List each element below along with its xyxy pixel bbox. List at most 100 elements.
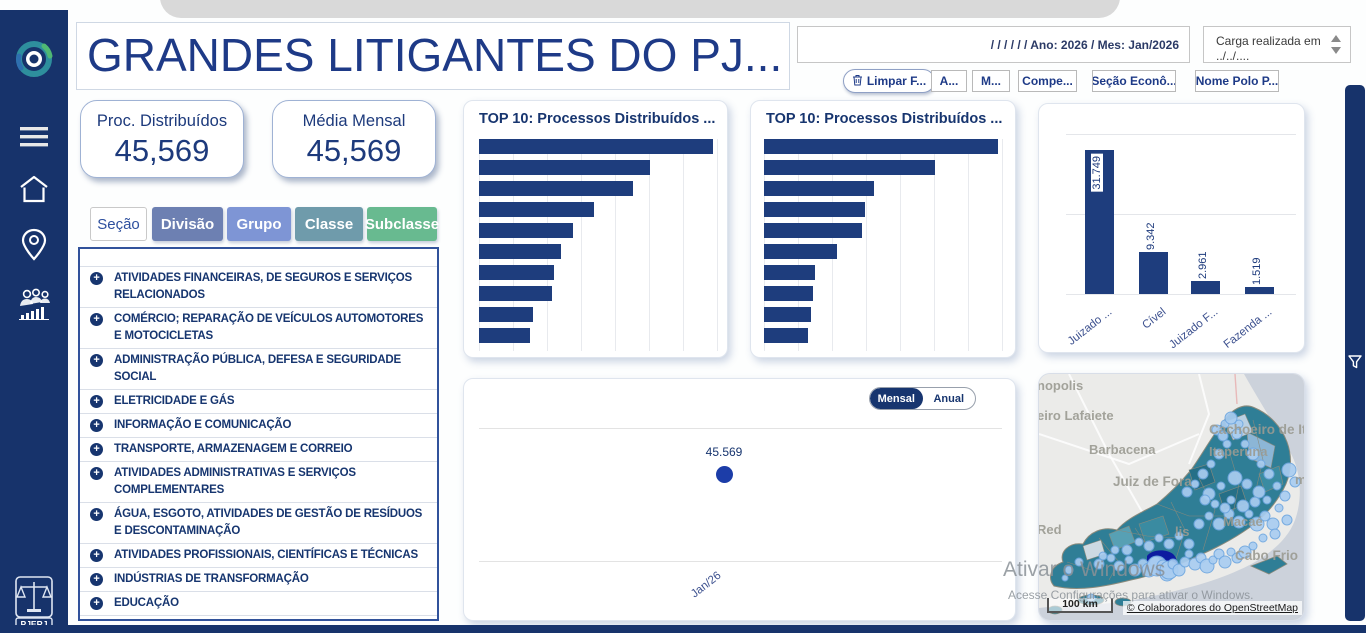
home-icon[interactable]: [0, 174, 68, 204]
map-bubble[interactable]: [1238, 545, 1252, 559]
filter-dropdown-button[interactable]: Compe...: [1018, 70, 1077, 92]
clear-filters-button[interactable]: Limpar F...: [843, 69, 935, 93]
list-item[interactable]: + ATIVIDADES ADMINISTRATIVAS E SERVIÇOS C…: [80, 462, 437, 503]
map-bubble[interactable]: [1210, 499, 1220, 509]
list-item[interactable]: + ADMINISTRAÇÃO PÚBLICA, DEFESA E SEGURID…: [80, 349, 437, 390]
map-bubble[interactable]: [1272, 481, 1282, 491]
map-bubble[interactable]: [1179, 556, 1191, 568]
map-bubble[interactable]: [1231, 552, 1243, 564]
bar[interactable]: [764, 307, 811, 322]
map-bubble[interactable]: [1274, 503, 1284, 513]
map-card[interactable]: nopolis eiro Lafaiete Barbacena Juiz de For…: [1038, 373, 1305, 621]
map-bubble[interactable]: [1193, 518, 1205, 530]
bar[interactable]: [764, 139, 998, 154]
map-bubble[interactable]: [1266, 517, 1280, 531]
filter-dropdown-button[interactable]: Nome Polo P...: [1195, 70, 1279, 92]
funnel-icon[interactable]: [1348, 355, 1362, 374]
map-bubble[interactable]: [1106, 553, 1116, 563]
list-item[interactable]: + ÁGUA, ESGOTO, ATIVIDADES DE GESTÃO DE R…: [80, 503, 437, 544]
list-item[interactable]: + INDÚSTRIAS DE TRANSFORMAÇÃO: [80, 568, 437, 592]
spinner-down-icon[interactable]: [1331, 47, 1341, 54]
bar[interactable]: [479, 286, 552, 301]
map-bubble[interactable]: [1224, 411, 1238, 425]
expand-plus-icon[interactable]: +: [90, 313, 103, 326]
map-bubble[interactable]: [1248, 541, 1258, 551]
expand-plus-icon[interactable]: +: [90, 508, 103, 521]
expand-plus-icon[interactable]: +: [90, 443, 103, 456]
expand-plus-icon[interactable]: +: [90, 467, 103, 480]
list-item[interactable]: +OUTRAS ATIVIDADES DE SERVIÇOS: [80, 616, 437, 619]
map-attribution[interactable]: © Colaboradores do OpenStreetMap: [1122, 601, 1302, 615]
map-bubble[interactable]: [1163, 538, 1175, 550]
map-bubble[interactable]: [1244, 509, 1254, 519]
map-bubble[interactable]: [1154, 533, 1164, 543]
tab-grupo[interactable]: Grupo: [227, 207, 291, 241]
bar[interactable]: [764, 181, 874, 196]
bar[interactable]: [764, 265, 815, 280]
bar[interactable]: [479, 223, 573, 238]
expand-plus-icon[interactable]: +: [90, 419, 103, 432]
toggle-anual[interactable]: Anual: [933, 392, 965, 405]
map-bubble[interactable]: [1113, 560, 1125, 572]
map-bubble[interactable]: [1190, 479, 1200, 489]
map-bubble[interactable]: [1219, 502, 1231, 514]
map-bubble[interactable]: [1093, 558, 1105, 570]
expand-plus-icon[interactable]: +: [90, 597, 103, 610]
map-bubble[interactable]: [1281, 462, 1297, 478]
people-chart-icon[interactable]: [0, 288, 68, 320]
bar[interactable]: [764, 223, 862, 238]
bar[interactable]: [479, 160, 650, 175]
bar[interactable]: [764, 160, 935, 175]
expand-plus-icon[interactable]: +: [90, 573, 103, 586]
list-item[interactable]: + INFORMAÇÃO E COMUNICAÇÃO: [80, 414, 437, 438]
map-bubble[interactable]: [1259, 510, 1271, 522]
carga-realizada-box[interactable]: Carga realizada em ../../....: [1203, 26, 1351, 63]
expand-plus-icon[interactable]: +: [90, 549, 103, 562]
map-bubble[interactable]: [1134, 537, 1144, 547]
map-bubble[interactable]: [1262, 495, 1272, 505]
bar[interactable]: [479, 181, 633, 196]
map-bubble[interactable]: [1226, 547, 1236, 557]
map-bubble[interactable]: [1199, 494, 1211, 506]
map-bubble[interactable]: [1061, 574, 1069, 582]
bar[interactable]: [479, 307, 533, 322]
map-bubble[interactable]: [1246, 447, 1260, 461]
data-point[interactable]: [716, 466, 733, 483]
bar[interactable]: [764, 286, 813, 301]
bar[interactable]: [479, 244, 561, 259]
map-bubble[interactable]: [1281, 514, 1293, 526]
bar[interactable]: [1244, 287, 1274, 294]
location-pin-icon[interactable]: [0, 228, 68, 262]
bar[interactable]: [479, 202, 594, 217]
map-bubble[interactable]: [1064, 565, 1074, 575]
filters-pane-collapsed[interactable]: [1345, 85, 1365, 621]
bubble-map[interactable]: [1039, 374, 1305, 621]
bar[interactable]: [479, 265, 554, 280]
map-bubble[interactable]: [1208, 555, 1218, 565]
map-bubble[interactable]: [1249, 516, 1265, 532]
list-item[interactable]: + COMÉRCIO; REPARAÇÃO DE VEÍCULOS AUTOMOT…: [80, 308, 437, 349]
map-bubble[interactable]: [1258, 533, 1268, 543]
tab-divisão[interactable]: Divisão: [152, 207, 223, 241]
tab-subclasse[interactable]: Subclasse: [365, 207, 439, 241]
spinner-up-icon[interactable]: [1331, 35, 1341, 42]
map-bubble[interactable]: [1213, 548, 1225, 560]
expand-plus-icon[interactable]: +: [90, 354, 103, 367]
bar[interactable]: [764, 202, 865, 217]
filter-dropdown-button[interactable]: Seção Econô...: [1092, 70, 1176, 92]
map-bubble[interactable]: [1213, 448, 1225, 460]
map-bubble[interactable]: [1172, 563, 1186, 577]
map-bubble[interactable]: [1236, 499, 1250, 513]
map-bubble[interactable]: [1197, 468, 1209, 480]
map-bubble[interactable]: [1256, 459, 1266, 469]
filter-dropdown-button[interactable]: M...: [972, 70, 1010, 92]
map-bubble[interactable]: [1206, 459, 1216, 469]
bar[interactable]: [764, 244, 837, 259]
map-bubble[interactable]: [1181, 486, 1193, 498]
map-bubble[interactable]: [1174, 531, 1184, 541]
map-bubble[interactable]: [1234, 419, 1244, 429]
map-bubble[interactable]: [1204, 511, 1214, 521]
bar[interactable]: [764, 328, 808, 343]
map-bubble[interactable]: [1227, 470, 1243, 486]
map-bubble[interactable]: [1249, 496, 1261, 508]
